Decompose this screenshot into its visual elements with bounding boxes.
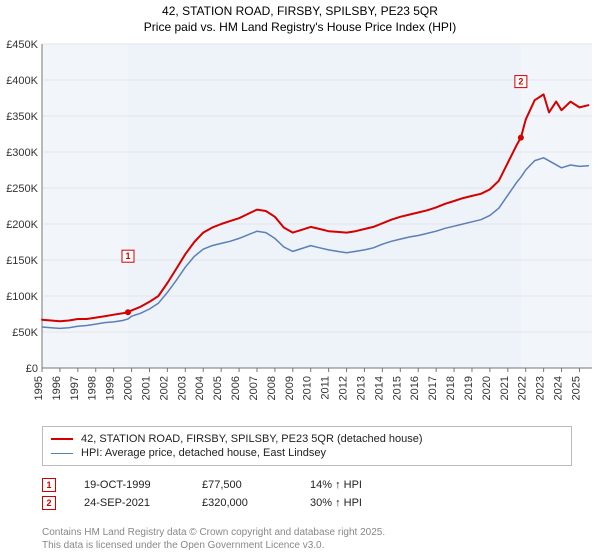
chart-title-block: 42, STATION ROAD, FIRSBY, SPILSBY, PE23 … (0, 0, 600, 35)
data-point-row: 1 19-OCT-1999 £77,500 14% ↑ HPI (42, 478, 572, 492)
svg-text:£50K: £50K (12, 327, 38, 339)
svg-text:2015: 2015 (391, 376, 403, 400)
legend-label: HPI: Average price, detached house, East… (81, 447, 326, 459)
data-point-price: £77,500 (202, 479, 282, 491)
data-point-price: £320,000 (202, 497, 282, 509)
line-chart-svg: £0 £50K £100K £150K £200K £250K £300K £350K £400… (0, 38, 600, 418)
svg-text:2004: 2004 (194, 376, 206, 400)
footer-attribution: Contains HM Land Registry data © Crown c… (42, 526, 385, 552)
data-point-row: 2 24-SEP-2021 £320,000 30% ↑ HPI (42, 496, 572, 510)
svg-text:2007: 2007 (248, 376, 260, 400)
svg-text:2003: 2003 (176, 376, 188, 400)
svg-text:2002: 2002 (158, 376, 170, 400)
svg-text:£350K: £350K (6, 111, 38, 123)
svg-text:2006: 2006 (230, 376, 242, 400)
svg-text:2022: 2022 (517, 376, 529, 400)
svg-text:1: 1 (125, 251, 130, 261)
svg-text:£400K: £400K (6, 75, 38, 87)
title-line-2: Price paid vs. HM Land Registry's House … (0, 20, 600, 36)
svg-text:2025: 2025 (570, 376, 582, 400)
data-point-date: 19-OCT-1999 (84, 479, 174, 491)
svg-text:2019: 2019 (463, 376, 475, 400)
svg-text:2018: 2018 (445, 376, 457, 400)
svg-text:£250K: £250K (6, 183, 38, 195)
data-point-table: 1 19-OCT-1999 £77,500 14% ↑ HPI 2 24-SEP-2021… (42, 474, 572, 514)
svg-text:£0: £0 (26, 363, 38, 375)
svg-text:£200K: £200K (6, 219, 38, 231)
title-line-1: 42, STATION ROAD, FIRSBY, SPILSBY, PE23 … (0, 4, 600, 20)
svg-text:2011: 2011 (320, 376, 332, 400)
legend-label: 42, STATION ROAD, FIRSBY, SPILSBY, PE23 … (81, 433, 423, 445)
svg-text:£150K: £150K (6, 255, 38, 267)
svg-text:2016: 2016 (409, 376, 421, 400)
svg-text:1996: 1996 (51, 376, 63, 400)
footer-line-1: Contains HM Land Registry data © Crown c… (42, 526, 385, 539)
svg-text:2008: 2008 (266, 376, 278, 400)
svg-text:2024: 2024 (553, 376, 565, 400)
svg-text:2021: 2021 (499, 376, 511, 400)
legend-swatch (51, 438, 73, 440)
data-point-marker: 1 (42, 478, 56, 492)
svg-text:2014: 2014 (373, 376, 385, 400)
svg-text:2017: 2017 (427, 376, 439, 400)
data-point-marker: 2 (42, 496, 56, 510)
legend-swatch (51, 453, 73, 454)
svg-text:£450K: £450K (6, 39, 38, 51)
svg-text:2001: 2001 (140, 376, 152, 400)
svg-text:£300K: £300K (6, 147, 38, 159)
data-point-date: 24-SEP-2021 (84, 497, 174, 509)
data-point-delta: 14% ↑ HPI (310, 479, 400, 491)
svg-text:1998: 1998 (87, 376, 99, 400)
svg-text:1997: 1997 (69, 376, 81, 400)
svg-text:£100K: £100K (6, 291, 38, 303)
svg-text:2023: 2023 (535, 376, 547, 400)
chart-area: £0 £50K £100K £150K £200K £250K £300K £350K £400… (0, 38, 600, 418)
svg-text:2: 2 (518, 77, 523, 87)
legend: 42, STATION ROAD, FIRSBY, SPILSBY, PE23 … (42, 426, 572, 466)
svg-text:1995: 1995 (33, 376, 45, 400)
svg-text:2013: 2013 (355, 376, 367, 400)
svg-text:2009: 2009 (284, 376, 296, 400)
svg-text:2020: 2020 (481, 376, 493, 400)
footer-line-2: This data is licensed under the Open Gov… (42, 539, 385, 552)
svg-text:2005: 2005 (212, 376, 224, 400)
svg-text:1999: 1999 (105, 376, 117, 400)
svg-text:2000: 2000 (123, 376, 135, 400)
svg-text:2010: 2010 (302, 376, 314, 400)
legend-item: 42, STATION ROAD, FIRSBY, SPILSBY, PE23 … (51, 433, 563, 445)
data-point-delta: 30% ↑ HPI (310, 497, 400, 509)
svg-text:2012: 2012 (338, 376, 350, 400)
legend-item: HPI: Average price, detached house, East… (51, 447, 563, 459)
